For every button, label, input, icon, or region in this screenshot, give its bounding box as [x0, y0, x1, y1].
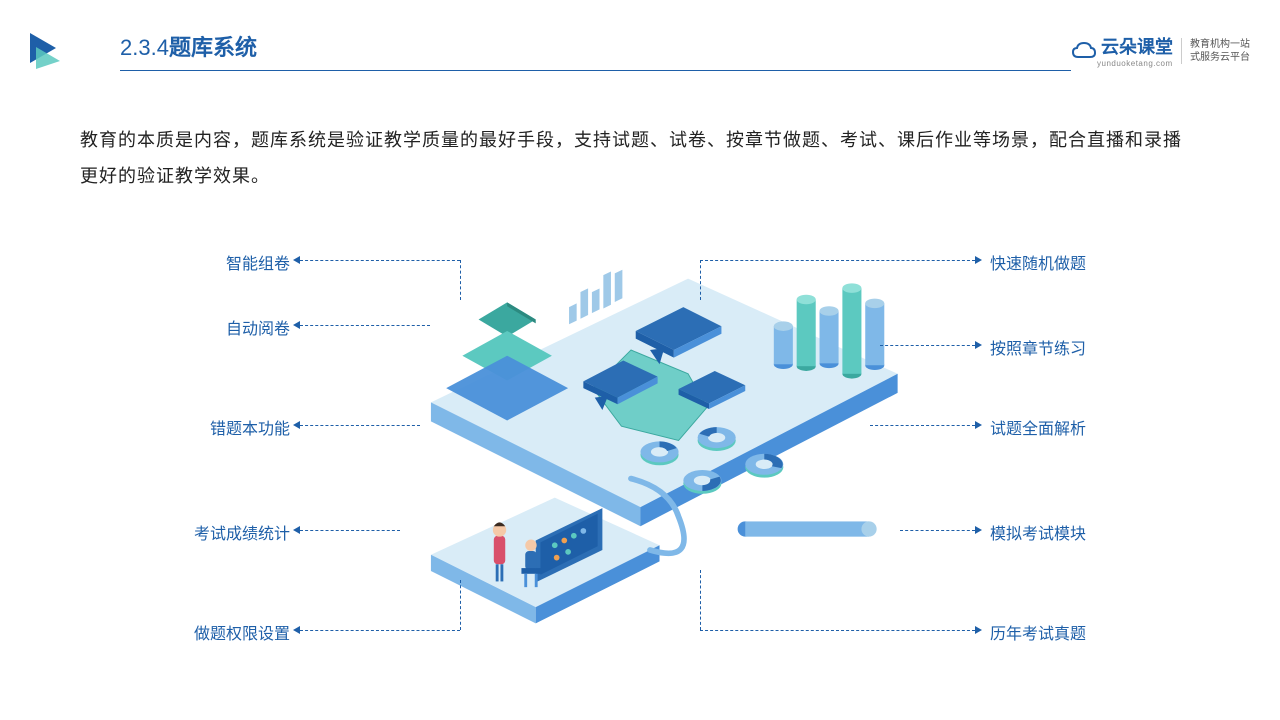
- logo-domain: yunduoketang.com: [1097, 59, 1173, 68]
- pill-bar: [738, 521, 877, 536]
- connector-arrow: [293, 626, 300, 634]
- connector-line: [300, 325, 430, 326]
- feature-right-3: 模拟考试模块: [990, 520, 1086, 544]
- feature-right-1: 按照章节练习: [990, 335, 1086, 359]
- connector-arrow: [975, 526, 982, 534]
- feature-right-4: 历年考试真题: [990, 620, 1086, 644]
- section-title: 2.3.4题库系统: [120, 30, 1071, 62]
- feature-right-0: 快速随机做题: [990, 250, 1086, 274]
- connector-line: [300, 630, 460, 631]
- feature-left-2: 错题本功能: [210, 415, 290, 439]
- section-arrow-icon: [30, 33, 60, 69]
- connector-arrow: [975, 256, 982, 264]
- logo-name: 云朵课堂: [1101, 33, 1173, 59]
- connector-line: [880, 345, 975, 346]
- connector-line: [300, 425, 420, 426]
- connector-arrow: [293, 526, 300, 534]
- isometric-illustration: [350, 250, 950, 650]
- connector-arrow: [293, 321, 300, 329]
- feature-diagram: 智能组卷自动阅卷错题本功能考试成绩统计做题权限设置 快速随机做题按照章节练习试题…: [0, 230, 1280, 680]
- cylinder-bars: [774, 283, 884, 378]
- feature-left-1: 自动阅卷: [226, 315, 290, 339]
- connector-arrow: [975, 626, 982, 634]
- connector-line: [700, 630, 975, 631]
- cloud-icon: [1071, 41, 1097, 61]
- connector-line: [300, 530, 400, 531]
- brand-logo: 云朵课堂 yunduoketang.com 教育机构一站 式服务云平台: [1071, 33, 1250, 68]
- section-description: 教育的本质是内容，题库系统是验证教学质量的最好手段，支持试题、试卷、按章节做题、…: [80, 122, 1200, 194]
- connector-arrow: [293, 256, 300, 264]
- feature-left-0: 智能组卷: [226, 250, 290, 274]
- feature-left-4: 做题权限设置: [194, 620, 290, 644]
- connector-line: [300, 260, 460, 261]
- feature-right-2: 试题全面解析: [990, 415, 1086, 439]
- connector-line: [870, 425, 975, 426]
- feature-left-3: 考试成绩统计: [194, 520, 290, 544]
- connector-line: [700, 260, 975, 261]
- connector-arrow: [975, 421, 982, 429]
- connector-line: [900, 530, 975, 531]
- connector-arrow: [293, 421, 300, 429]
- logo-tagline: 教育机构一站 式服务云平台: [1181, 38, 1250, 64]
- connector-arrow: [975, 341, 982, 349]
